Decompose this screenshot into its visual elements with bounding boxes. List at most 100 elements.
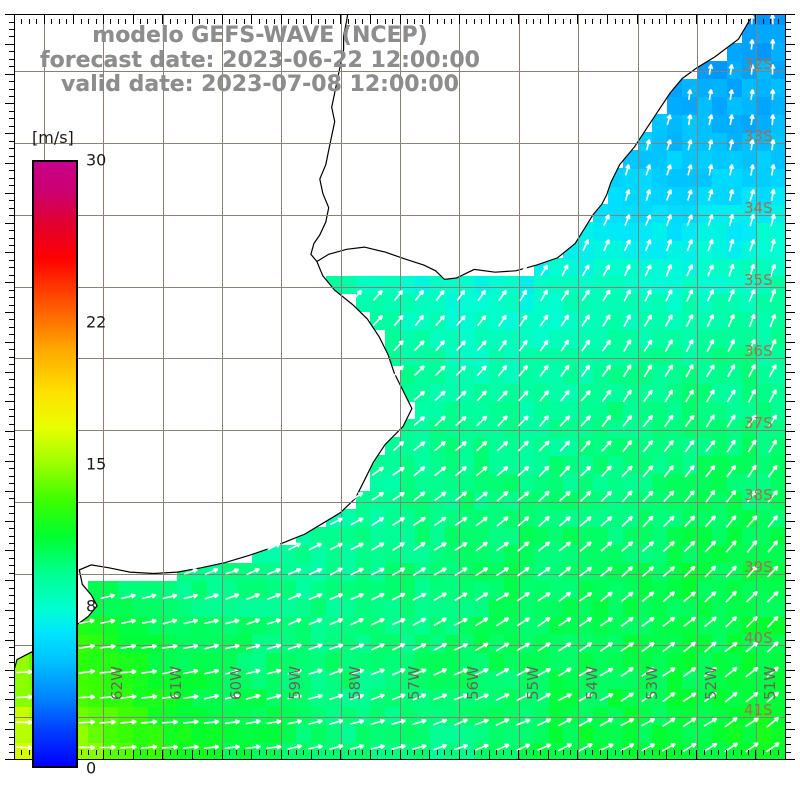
wind-arrow bbox=[666, 139, 672, 151]
speed-cell bbox=[533, 634, 549, 653]
wind-arrow bbox=[666, 164, 672, 176]
wind-arrow bbox=[183, 643, 199, 650]
speed-cell bbox=[756, 652, 772, 671]
wind-arrow bbox=[728, 64, 734, 75]
wind-arrow bbox=[497, 415, 508, 427]
wind-arrow bbox=[267, 568, 281, 575]
speed-cell bbox=[474, 508, 490, 528]
wind-arrow bbox=[517, 415, 529, 427]
wind-arrow bbox=[434, 466, 447, 477]
wind-arrow bbox=[621, 465, 633, 477]
axis-tick bbox=[786, 334, 791, 336]
wind-arrow bbox=[99, 744, 116, 751]
speed-cell bbox=[503, 616, 520, 635]
wind-arrow bbox=[183, 694, 199, 700]
wind-arrow bbox=[641, 616, 655, 627]
wind-arrow bbox=[79, 618, 95, 625]
axis-tick bbox=[9, 334, 14, 336]
wind-arrow bbox=[580, 440, 591, 453]
speed-cell bbox=[622, 742, 639, 760]
wind-arrow bbox=[726, 389, 736, 403]
axis-tick bbox=[555, 19, 557, 24]
speed-cell bbox=[667, 724, 683, 743]
wind-arrow bbox=[623, 314, 631, 327]
wind-arrow bbox=[662, 641, 676, 653]
wind-arrow bbox=[664, 364, 674, 378]
speed-cell bbox=[414, 580, 431, 600]
wind-arrow bbox=[537, 616, 551, 627]
wind-arrow bbox=[516, 566, 530, 577]
speed-cell bbox=[518, 616, 535, 635]
wind-arrow bbox=[641, 566, 655, 578]
speed-cell bbox=[340, 275, 356, 295]
wind-arrow bbox=[519, 289, 528, 302]
axis-tick bbox=[525, 19, 527, 24]
axis-tick bbox=[592, 750, 594, 755]
wind-arrow bbox=[746, 540, 758, 553]
speed-cell bbox=[622, 491, 639, 510]
wind-arrow bbox=[769, 39, 776, 50]
wind-arrow bbox=[539, 364, 549, 377]
speed-cell bbox=[637, 508, 653, 528]
wind-arrow bbox=[600, 591, 613, 602]
speed-cell bbox=[578, 598, 594, 618]
wind-arrow bbox=[287, 718, 303, 725]
axis-tick bbox=[9, 587, 14, 589]
axis-tick bbox=[9, 356, 14, 358]
speed-cell bbox=[593, 240, 609, 259]
axis-tick bbox=[786, 535, 791, 537]
speed-cell bbox=[711, 455, 728, 474]
axis-tick bbox=[58, 19, 60, 24]
wind-arrow bbox=[768, 439, 778, 453]
wind-arrow bbox=[620, 692, 635, 702]
speed-cell bbox=[489, 688, 505, 707]
axis-tick bbox=[9, 244, 14, 246]
axis-tick bbox=[347, 750, 349, 755]
axis-tick bbox=[147, 750, 149, 755]
wind-arrow bbox=[683, 641, 697, 653]
speed-cell bbox=[192, 598, 208, 618]
axis-tick bbox=[540, 750, 542, 755]
wind-arrow bbox=[707, 214, 714, 227]
wind-arrow bbox=[474, 642, 489, 652]
speed-cell bbox=[593, 275, 609, 295]
speed-cell bbox=[548, 401, 564, 420]
speed-cell bbox=[711, 616, 728, 635]
speed-cell bbox=[726, 329, 742, 349]
speed-cell bbox=[667, 347, 683, 366]
speed-cell bbox=[667, 508, 683, 528]
axis-tick bbox=[710, 750, 712, 755]
axis-tick bbox=[458, 750, 460, 759]
speed-cell bbox=[385, 329, 401, 349]
speed-cell bbox=[756, 293, 772, 313]
wind-arrow bbox=[580, 415, 592, 427]
axis-tick bbox=[621, 19, 623, 24]
axis-tick bbox=[191, 750, 193, 759]
speed-cell bbox=[548, 491, 564, 510]
axis-bottom bbox=[14, 750, 786, 760]
speed-cell bbox=[622, 616, 639, 635]
axis-tick bbox=[681, 19, 683, 24]
speed-cell bbox=[503, 347, 520, 366]
speed-cell bbox=[370, 724, 386, 743]
axis-tick bbox=[340, 15, 342, 24]
speed-cell bbox=[682, 634, 698, 653]
speed-cell bbox=[325, 526, 342, 546]
speed-cell bbox=[236, 562, 253, 582]
speed-cell bbox=[340, 652, 356, 671]
speed-cell bbox=[236, 688, 253, 707]
axis-tick bbox=[399, 15, 401, 24]
speed-cell bbox=[607, 365, 624, 384]
wind-arrow bbox=[622, 414, 633, 428]
speed-cell bbox=[414, 544, 431, 564]
axis-tick bbox=[786, 81, 791, 82]
speed-cell bbox=[607, 347, 624, 366]
axis-tick bbox=[169, 750, 171, 755]
axis-tick bbox=[9, 557, 14, 559]
axis-tick bbox=[9, 624, 14, 626]
wind-arrow bbox=[182, 744, 199, 750]
wind-arrow bbox=[391, 618, 406, 626]
speed-cell bbox=[622, 365, 639, 384]
speed-cell bbox=[88, 652, 104, 671]
speed-cell bbox=[103, 724, 119, 743]
